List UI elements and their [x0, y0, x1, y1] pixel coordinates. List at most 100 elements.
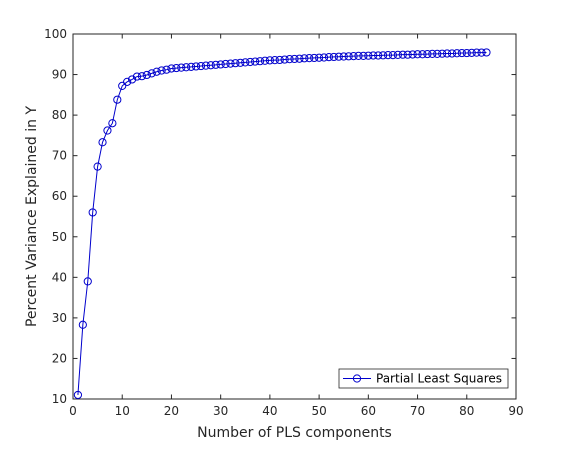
y-tick-label: 90 [52, 68, 67, 82]
data-point-marker [88, 208, 97, 217]
x-tick-label: 40 [262, 404, 277, 418]
data-point-marker [452, 49, 462, 58]
data-point-marker [196, 61, 206, 71]
data-point-marker [423, 49, 432, 59]
data-point-marker [177, 63, 186, 72]
data-point-marker [206, 61, 215, 70]
x-tick-label: 80 [459, 404, 474, 418]
y-tick-label: 40 [52, 270, 67, 284]
y-tick-label: 60 [52, 189, 67, 203]
data-point-marker [236, 58, 245, 67]
data-point-marker [462, 48, 471, 58]
data-point-marker [167, 64, 176, 73]
data-point-marker [383, 50, 393, 60]
data-point-marker [319, 53, 329, 62]
data-point-marker [379, 51, 388, 60]
data-point-marker [310, 53, 319, 63]
data-point-marker [226, 59, 235, 68]
data-point-marker [280, 55, 289, 64]
data-point-marker [315, 53, 324, 62]
x-tick-label: 70 [410, 404, 425, 418]
legend-entry-label: Partial Least Squares [376, 372, 502, 386]
data-point-marker [103, 126, 112, 135]
y-tick-label: 50 [52, 230, 67, 244]
data-point-marker [275, 55, 284, 65]
y-tick-label: 100 [44, 27, 67, 41]
y-tick-label: 30 [52, 311, 67, 325]
data-point-marker [211, 60, 220, 69]
data-point-marker [260, 56, 270, 65]
data-point-marker [447, 49, 457, 58]
x-tick-label: 0 [69, 404, 77, 418]
data-point-marker [172, 63, 181, 73]
x-tick-label: 30 [213, 404, 228, 418]
data-point-marker [374, 51, 383, 60]
data-point-marker [182, 63, 191, 72]
data-point-marker [290, 54, 299, 64]
data-point-marker [78, 320, 87, 329]
data-point-marker [93, 162, 102, 171]
data-point-marker [334, 52, 343, 61]
x-axis-label: Number of PLS components [197, 425, 392, 441]
data-point-marker [438, 49, 447, 58]
data-point-marker [364, 51, 373, 60]
y-tick-label: 70 [52, 149, 67, 163]
data-point-marker [413, 50, 422, 59]
data-point-marker [255, 57, 265, 66]
data-point-marker [187, 62, 196, 71]
legend-box [338, 368, 509, 389]
data-point-marker [457, 48, 466, 58]
x-tick-label: 60 [361, 404, 376, 418]
data-point-marker [428, 49, 437, 58]
data-point-marker [241, 58, 250, 67]
data-point-marker [201, 61, 210, 70]
data-point-marker [162, 65, 171, 74]
data-point-marker [132, 72, 142, 81]
data-point-marker [300, 54, 309, 63]
data-point-marker [246, 57, 255, 67]
data-point-marker [157, 66, 166, 75]
y-tick-label: 80 [52, 108, 67, 122]
data-point-marker [467, 48, 476, 57]
data-point-marker [98, 138, 107, 147]
plot-area [72, 33, 517, 400]
data-point-marker [216, 60, 225, 69]
data-point-marker [265, 56, 274, 65]
data-point-marker [221, 59, 230, 69]
data-point-marker [147, 69, 156, 78]
axes-box [72, 33, 517, 400]
data-point-marker [123, 77, 132, 86]
data-point-marker [349, 52, 358, 61]
data-point-marker [152, 67, 161, 76]
x-tick-label: 90 [508, 404, 523, 418]
data-point-marker [393, 50, 402, 59]
data-point-marker [369, 51, 378, 60]
data-point-marker [324, 53, 334, 62]
data-point-marker [339, 52, 348, 61]
data-point-marker [482, 48, 491, 57]
data-point-marker [285, 55, 294, 64]
data-point-marker [398, 50, 407, 59]
data-point-marker [127, 75, 137, 84]
y-axis-label: Percent Variance Explained in Y [24, 106, 40, 327]
data-point-marker [113, 95, 122, 104]
data-point-marker [270, 56, 279, 65]
data-point-marker [137, 72, 147, 81]
data-point-marker [442, 49, 452, 58]
data-point-marker [418, 50, 427, 59]
series-layer [73, 48, 491, 400]
y-tick-label: 20 [52, 351, 67, 365]
data-point-marker [83, 277, 92, 286]
data-point-marker [329, 52, 338, 62]
x-tick-label: 10 [115, 404, 130, 418]
y-tick-label: 10 [52, 392, 67, 406]
legend: Partial Least Squares [338, 368, 509, 389]
data-point-marker [305, 54, 314, 63]
x-tick-label: 50 [311, 404, 326, 418]
data-point-marker [354, 51, 363, 61]
data-point-marker [359, 51, 368, 61]
data-point-marker [142, 70, 151, 80]
data-point-marker [73, 390, 83, 400]
